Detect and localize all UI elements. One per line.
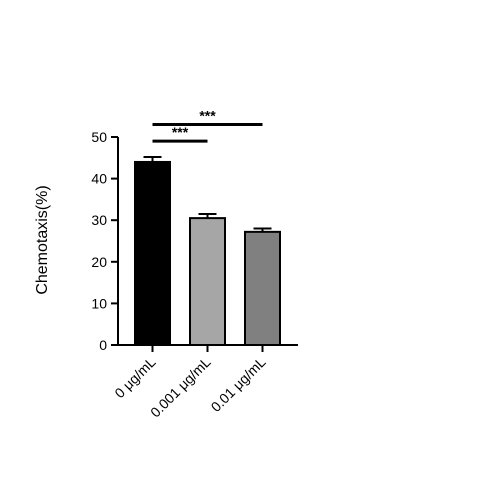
y-axis-title: Chemotaxis(%) (34, 185, 51, 294)
significance-brackets: *** *** (152, 108, 263, 143)
bar-0 (134, 160, 171, 346)
x-axis: 0 μg/mL0.001 μg/mL0.01 μg/mL (111, 344, 298, 420)
y-tick-label-1: 10 (91, 295, 107, 311)
y-tick-label-5: 50 (91, 129, 107, 145)
x-tick-label-2: 0.01 μg/mL (208, 354, 269, 415)
y-tick-label-0: 0 (99, 337, 107, 353)
y-axis: 0 10 20 30 40 50 (91, 129, 119, 353)
y-tick-label-4: 40 (91, 171, 107, 187)
bar-1 (189, 217, 226, 346)
x-tick-label-0: 0 μg/mL (111, 354, 158, 401)
significance-label-1: *** (199, 108, 216, 124)
bar-2 (244, 230, 281, 347)
y-tick-label-3: 30 (91, 212, 107, 228)
error-bars (143, 155, 272, 232)
y-tick-label-2: 20 (91, 254, 107, 270)
significance-label-0: *** (172, 124, 189, 140)
bars (134, 160, 281, 347)
